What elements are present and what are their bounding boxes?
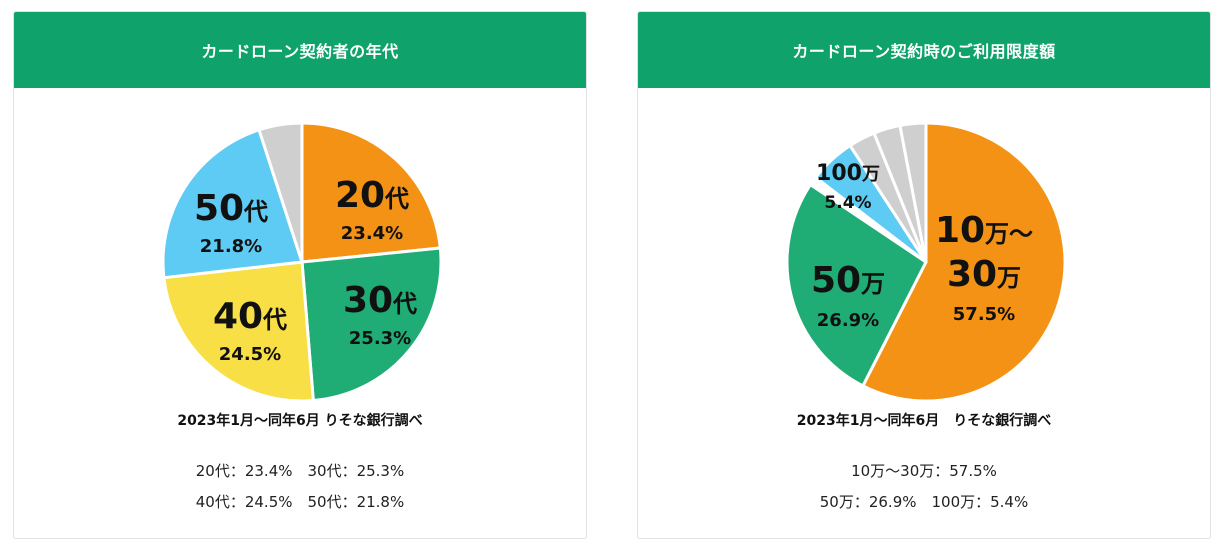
slice-label: 30万 [947, 254, 1021, 295]
slice-label: 50万 [811, 260, 885, 301]
slice-label-group: 20代 23.4% [335, 175, 409, 244]
limit-chart-card: カードローン契約時のご利用限度額 10万〜 30万 57.5% 50万 26.9% 100… [637, 11, 1211, 539]
limit-summary-line-2: 50万：26.9% 100万：5.4% [819, 493, 1029, 511]
age-chart-caption: 2023年1月〜同年6月 りそな銀行調べ [177, 413, 423, 429]
pie-slice-other [257, 121, 304, 264]
limit-summary-line-1: 10万〜30万：57.5% [851, 462, 997, 480]
slice-pct-label: 24.5% [219, 344, 281, 365]
pie-slice-20代 [300, 121, 442, 264]
pie-slice-30代 [300, 246, 443, 403]
slice-label: 30代 [343, 280, 417, 321]
slice-label: 50代 [194, 188, 268, 229]
limit-chart-caption: 2023年1月〜同年6月 りそな銀行調べ [796, 413, 1052, 429]
pie-slice-other [898, 121, 928, 264]
pie-slice-10万〜30万 [861, 121, 1067, 403]
slice-pct-label: 23.4% [341, 223, 403, 244]
slice-label: 20代 [335, 175, 409, 216]
slice-pct-label: 26.9% [817, 310, 879, 331]
slice-pct-label: 21.8% [200, 236, 262, 257]
limit-pie-chart: 10万〜30万 57.5% 50万 26.9% 100万 5.4% [785, 121, 1067, 403]
slice-label-group: 50万 26.9% [811, 260, 885, 331]
limit-chart-summary: 10万〜30万：57.5% 50万：26.9% 100万：5.4% [638, 456, 1210, 518]
slice-label: 10万〜 [935, 210, 1033, 251]
slice-label-group: 10万〜30万 57.5% [935, 210, 1033, 325]
slice-label: 100万 [816, 161, 880, 186]
age-summary-line-2: 40代：24.5% 50代：21.8% [195, 493, 405, 511]
age-pie-chart: 20代 23.4% 30代 25.3% 40代 24.5% 50代 21.8% [161, 121, 443, 403]
slice-label: 40代 [213, 296, 287, 337]
pie-slice-50代 [161, 128, 304, 280]
pie-slice-50万 [785, 183, 928, 388]
pie-slice-40代 [162, 260, 315, 403]
slice-pct-label: 5.4% [824, 193, 871, 213]
slice-label-group: 100万 5.4% [816, 161, 880, 213]
age-chart-summary: 20代：23.4% 30代：25.3% 40代：24.5% 50代：21.8% [14, 456, 586, 518]
slice-label-group: 40代 24.5% [213, 296, 287, 365]
slice-label-group: 30代 25.3% [343, 280, 417, 349]
slice-pct-label: 25.3% [349, 328, 411, 349]
age-summary-line-1: 20代：23.4% 30代：25.3% [195, 462, 405, 480]
limit-chart-header: カードローン契約時のご利用限度額 [638, 12, 1210, 88]
age-chart-header: カードローン契約者の年代 [14, 12, 586, 88]
slice-label-group: 50代 21.8% [194, 188, 268, 257]
age-chart-card: カードローン契約者の年代 20代 23.4% 30代 25.3% 40代 24.5% 50代… [13, 11, 587, 539]
slice-pct-label: 57.5% [953, 304, 1015, 325]
